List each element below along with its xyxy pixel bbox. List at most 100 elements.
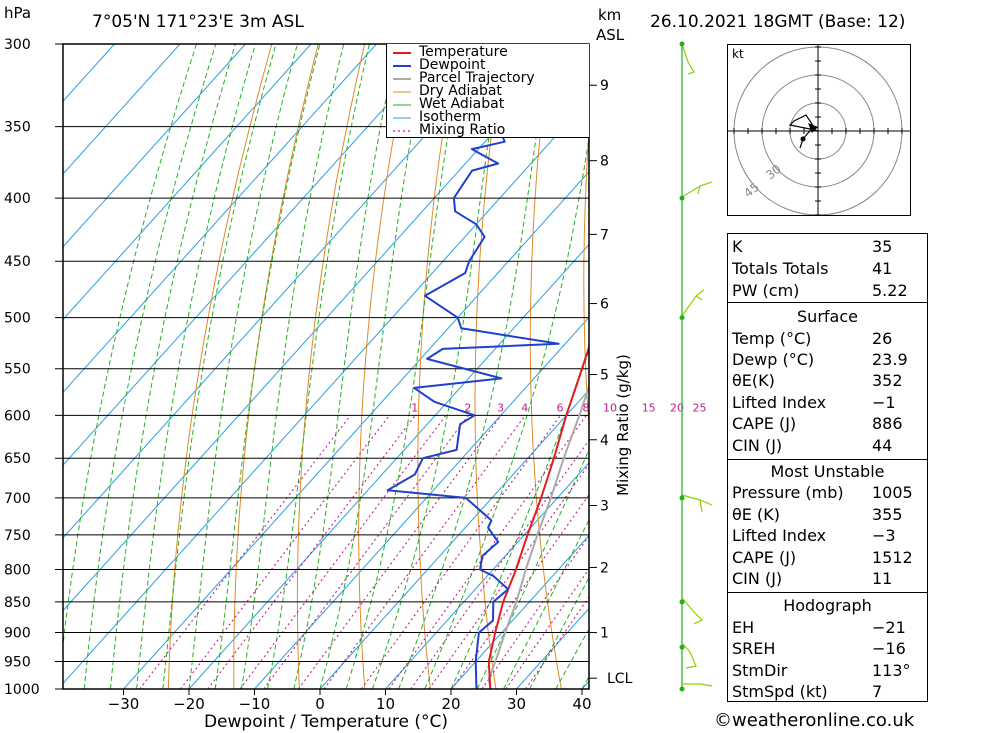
lcl-label: LCL [607,671,633,687]
mu-thetae: θE (K) 355 [732,505,903,524]
mu-pressure: Pressure (mb) 1005 [732,483,913,502]
isotherm-line [63,98,589,685]
temperature-tick-label: 0 [315,695,325,713]
pressure-tick-label: 750 [4,528,31,544]
legend-dry-adiabat: Dry Adiabat [419,83,502,99]
pressure-tick-label: 400 [4,191,31,207]
isotherm-line [63,44,443,466]
dry-adiabat-line [529,44,562,689]
hodo-stmspd: StmSpd (kt) 7 [732,682,883,701]
wind-level-dot [679,195,685,201]
dry-adiabat-line [968,44,1000,689]
pressure-tick-label: 700 [4,491,31,507]
surface-cape: CAPE (J) 886 [732,414,903,433]
wind-barb [681,43,695,75]
wet-adiabat-line [293,44,398,689]
wind-level-dot [679,495,685,501]
divider-surface [728,302,927,303]
surface-thetae: θE(K) 352 [732,371,903,390]
indices-panel: K 35 Totals Totals 41 PW (cm) 5.22 Surface … [727,233,928,702]
wet-adiabat-line [476,448,589,689]
isotherm-line [63,44,508,539]
copyright[interactable]: ©weatheronline.co.uk [714,710,915,731]
km-tick-label: 2 [600,560,609,576]
mixing-ratio-label: 4 [521,401,528,414]
pressure-tick-label: 800 [4,562,31,578]
pressure-tick-label: 1000 [4,682,40,698]
wind-level-dot [679,41,685,47]
index-pw: PW (cm) 5.22 [732,281,908,300]
hodograph-ring-label-30: 30 [763,162,784,182]
wet-adiabat-line [502,518,589,689]
legend-wet-adiabat: Wet Adiabat [419,96,505,112]
dry-adiabat-line [167,44,273,689]
hodo-sreh: SREH −16 [732,639,906,658]
divider-most-unstable [728,459,927,460]
series-temperature [487,343,589,689]
wet-adiabat-line [214,44,321,689]
wind-barb [682,683,713,687]
hodograph-unit: kt [732,47,744,61]
legend-dewpoint: Dewpoint [419,57,486,73]
plot-frame [62,43,590,690]
hodograph-trace [788,114,819,149]
isotherm-line [63,44,377,394]
km-tick-label: 4 [600,433,609,449]
mixing-ratio-line [263,414,469,689]
wet-adiabat-line [83,44,217,689]
mu-cape: CAPE (J) 1512 [732,548,913,567]
mu-cin: CIN (J) 11 [732,569,893,588]
hodo-eh: EH −21 [732,618,906,637]
hodo-stmdir: StmDir 113° [732,661,911,680]
wind-barb [681,597,704,625]
mixing-ratio-line [388,414,587,689]
sounding-datetime: 26.10.2021 18GMT (Base: 12) [650,12,906,32]
temperature-tick-label: 10 [376,695,395,713]
km-tick-label: 1 [600,626,609,642]
temperature-tick-label: 20 [441,695,460,713]
legend-isotherm: Isotherm [419,109,482,125]
mixing-ratio-line [505,568,589,689]
surface-lifted-index: Lifted Index −1 [732,393,896,412]
mixing-ratio-label: 20 [670,401,684,414]
isotherm-line [385,462,589,689]
legend-temperature: Temperature [419,44,508,60]
hodograph-surface-dot [800,136,806,142]
hodograph-stats-title: Hodograph [783,596,872,615]
pressure-tick-label: 950 [4,655,31,671]
temperature-tick-label: 30 [507,695,526,713]
mixing-ratio-line [298,414,502,689]
mixing-ratio-line [428,463,589,689]
wind-barb [681,642,697,669]
mixing-ratio-axis-title: Mixing Ratio (g/kg) [614,354,632,496]
hodograph: kt 30 45 [727,44,911,216]
isotherm-line [319,389,589,689]
pressure-tick-label: 300 [4,37,31,53]
mixing-ratio-line [239,414,447,689]
wind-barb [681,181,713,198]
wet-adiabat-line [398,44,551,689]
wet-adiabat-line [529,576,589,689]
wet-adiabat-line [136,44,256,689]
hpa-unit-label: hPa [4,4,32,22]
divider-hodograph [728,592,927,593]
wind-level-dot [679,599,685,605]
isotherm-line [188,243,589,689]
km-tick-label: 8 [600,154,609,170]
x-axis-title: Dewpoint / Temperature (°C) [204,712,448,732]
pressure-tick-label: 350 [4,120,31,136]
km-tick-label: 7 [600,227,609,243]
mixing-ratio-line [360,414,561,689]
wind-level-dot [679,686,685,692]
km-tick-label: 9 [600,78,609,94]
pressure-tick-label: 650 [4,451,31,467]
legend-parcel: Parcel Trajectory [419,70,535,86]
dry-adiabat-line [583,125,589,433]
mixing-ratio-label: 2 [464,401,471,414]
km-tick-label: 6 [600,297,609,313]
mixing-ratio-label: 15 [642,401,656,414]
wet-adiabat-line [63,44,197,649]
wind-level-dot [679,315,685,321]
